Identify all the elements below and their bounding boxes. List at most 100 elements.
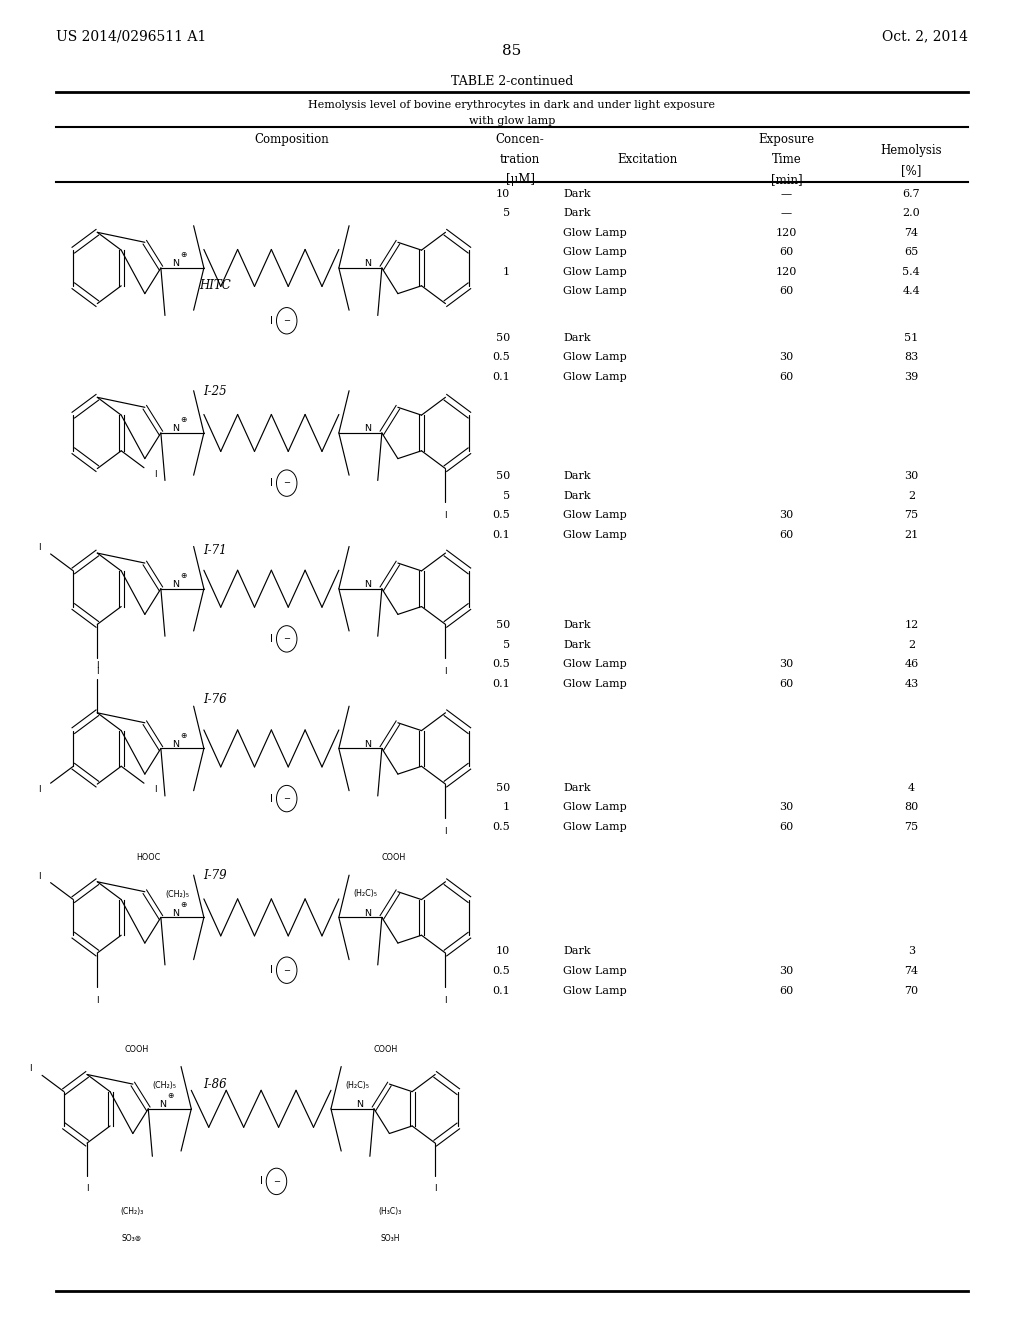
Text: Glow Lamp: Glow Lamp bbox=[563, 529, 627, 540]
Text: I: I bbox=[444, 511, 446, 520]
Text: N: N bbox=[172, 425, 179, 433]
Text: Hemolysis: Hemolysis bbox=[881, 144, 942, 157]
Text: Concen-: Concen- bbox=[496, 133, 545, 147]
Text: tration: tration bbox=[500, 153, 541, 166]
Text: 60: 60 bbox=[779, 286, 794, 297]
Text: ⊕: ⊕ bbox=[180, 731, 186, 739]
Text: HITC: HITC bbox=[199, 279, 231, 292]
Text: 2.0: 2.0 bbox=[902, 209, 921, 218]
Text: Glow Lamp: Glow Lamp bbox=[563, 511, 627, 520]
Text: 60: 60 bbox=[779, 822, 794, 832]
Text: 10: 10 bbox=[496, 189, 510, 199]
Text: 2: 2 bbox=[908, 640, 914, 649]
Text: N: N bbox=[172, 581, 179, 589]
Text: −: − bbox=[284, 966, 290, 974]
Text: 0.5: 0.5 bbox=[493, 966, 510, 975]
Text: SO₃⊚: SO₃⊚ bbox=[122, 1234, 142, 1242]
Text: I: I bbox=[86, 1184, 88, 1193]
Text: 60: 60 bbox=[779, 247, 794, 257]
Text: N: N bbox=[364, 260, 371, 268]
Text: Excitation: Excitation bbox=[617, 153, 677, 166]
Text: 30: 30 bbox=[904, 471, 919, 482]
Text: Dark: Dark bbox=[563, 640, 591, 649]
Text: 75: 75 bbox=[904, 511, 919, 520]
Text: Exposure: Exposure bbox=[759, 133, 814, 147]
Text: Dark: Dark bbox=[563, 209, 591, 218]
Text: 5: 5 bbox=[503, 640, 510, 649]
Text: 0.1: 0.1 bbox=[493, 678, 510, 689]
Text: Glow Lamp: Glow Lamp bbox=[563, 247, 627, 257]
Text: SO₃H: SO₃H bbox=[381, 1234, 400, 1242]
Text: (CH₂)₃: (CH₂)₃ bbox=[120, 1208, 143, 1216]
Text: (H₂C)₅: (H₂C)₅ bbox=[353, 890, 378, 898]
Text: [%]: [%] bbox=[901, 164, 922, 177]
Text: 120: 120 bbox=[776, 228, 797, 238]
Text: I: I bbox=[96, 667, 98, 676]
Text: 12: 12 bbox=[904, 620, 919, 631]
Text: 70: 70 bbox=[904, 986, 919, 995]
Text: N: N bbox=[364, 909, 371, 917]
Text: 80: 80 bbox=[904, 803, 919, 812]
Text: 43: 43 bbox=[904, 678, 919, 689]
Text: ⊕: ⊕ bbox=[180, 251, 186, 259]
Text: I: I bbox=[30, 1064, 32, 1073]
Text: Glow Lamp: Glow Lamp bbox=[563, 966, 627, 975]
Text: US 2014/0296511 A1: US 2014/0296511 A1 bbox=[56, 29, 207, 44]
Text: I: I bbox=[38, 543, 40, 552]
Text: with glow lamp: with glow lamp bbox=[469, 116, 555, 127]
Text: I: I bbox=[434, 1184, 436, 1193]
Text: N: N bbox=[364, 581, 371, 589]
Text: 5: 5 bbox=[503, 209, 510, 218]
Text: Dark: Dark bbox=[563, 189, 591, 199]
Text: I: I bbox=[270, 315, 272, 326]
Text: Dark: Dark bbox=[563, 491, 591, 500]
Text: COOH: COOH bbox=[374, 1045, 398, 1053]
Text: N: N bbox=[172, 741, 179, 748]
Text: I: I bbox=[270, 793, 272, 804]
Text: 6.7: 6.7 bbox=[902, 189, 921, 199]
Text: 2: 2 bbox=[908, 491, 914, 500]
Text: 30: 30 bbox=[779, 803, 794, 812]
Text: N: N bbox=[356, 1101, 364, 1109]
Text: I-25: I-25 bbox=[203, 385, 227, 399]
Text: I: I bbox=[96, 995, 98, 1005]
Text: I-76: I-76 bbox=[203, 693, 227, 706]
Text: —: — bbox=[781, 209, 792, 218]
Text: 5: 5 bbox=[503, 491, 510, 500]
Text: Glow Lamp: Glow Lamp bbox=[563, 286, 627, 297]
Text: I: I bbox=[270, 634, 272, 644]
Text: −: − bbox=[284, 317, 290, 325]
Text: N: N bbox=[159, 1101, 166, 1109]
Text: I: I bbox=[155, 785, 157, 795]
Text: 0.1: 0.1 bbox=[493, 986, 510, 995]
Text: 30: 30 bbox=[779, 966, 794, 975]
Text: Hemolysis level of bovine erythrocytes in dark and under light exposure: Hemolysis level of bovine erythrocytes i… bbox=[308, 100, 716, 111]
Text: I: I bbox=[444, 826, 446, 836]
Text: 50: 50 bbox=[496, 783, 510, 793]
Text: Dark: Dark bbox=[563, 471, 591, 482]
Text: I: I bbox=[96, 661, 98, 671]
Text: I: I bbox=[444, 995, 446, 1005]
Text: ⊕: ⊕ bbox=[180, 900, 186, 908]
Text: 0.1: 0.1 bbox=[493, 372, 510, 381]
Text: Glow Lamp: Glow Lamp bbox=[563, 267, 627, 277]
Text: ⊕: ⊕ bbox=[180, 416, 186, 424]
Text: 83: 83 bbox=[904, 352, 919, 362]
Text: −: − bbox=[273, 1177, 280, 1185]
Text: Glow Lamp: Glow Lamp bbox=[563, 822, 627, 832]
Text: Glow Lamp: Glow Lamp bbox=[563, 660, 627, 669]
Text: Glow Lamp: Glow Lamp bbox=[563, 228, 627, 238]
Text: 0.1: 0.1 bbox=[493, 529, 510, 540]
Text: COOH: COOH bbox=[124, 1045, 148, 1053]
Text: 50: 50 bbox=[496, 620, 510, 631]
Text: COOH: COOH bbox=[382, 854, 407, 862]
Text: (CH₂)₅: (CH₂)₅ bbox=[165, 890, 189, 899]
Text: 74: 74 bbox=[904, 966, 919, 975]
Text: 10: 10 bbox=[496, 946, 510, 957]
Text: I: I bbox=[260, 1176, 262, 1187]
Text: I-71: I-71 bbox=[203, 544, 227, 557]
Text: 30: 30 bbox=[779, 511, 794, 520]
Text: ⊕: ⊕ bbox=[180, 572, 186, 579]
Text: ⊕: ⊕ bbox=[168, 1092, 174, 1100]
Text: 85: 85 bbox=[503, 44, 521, 58]
